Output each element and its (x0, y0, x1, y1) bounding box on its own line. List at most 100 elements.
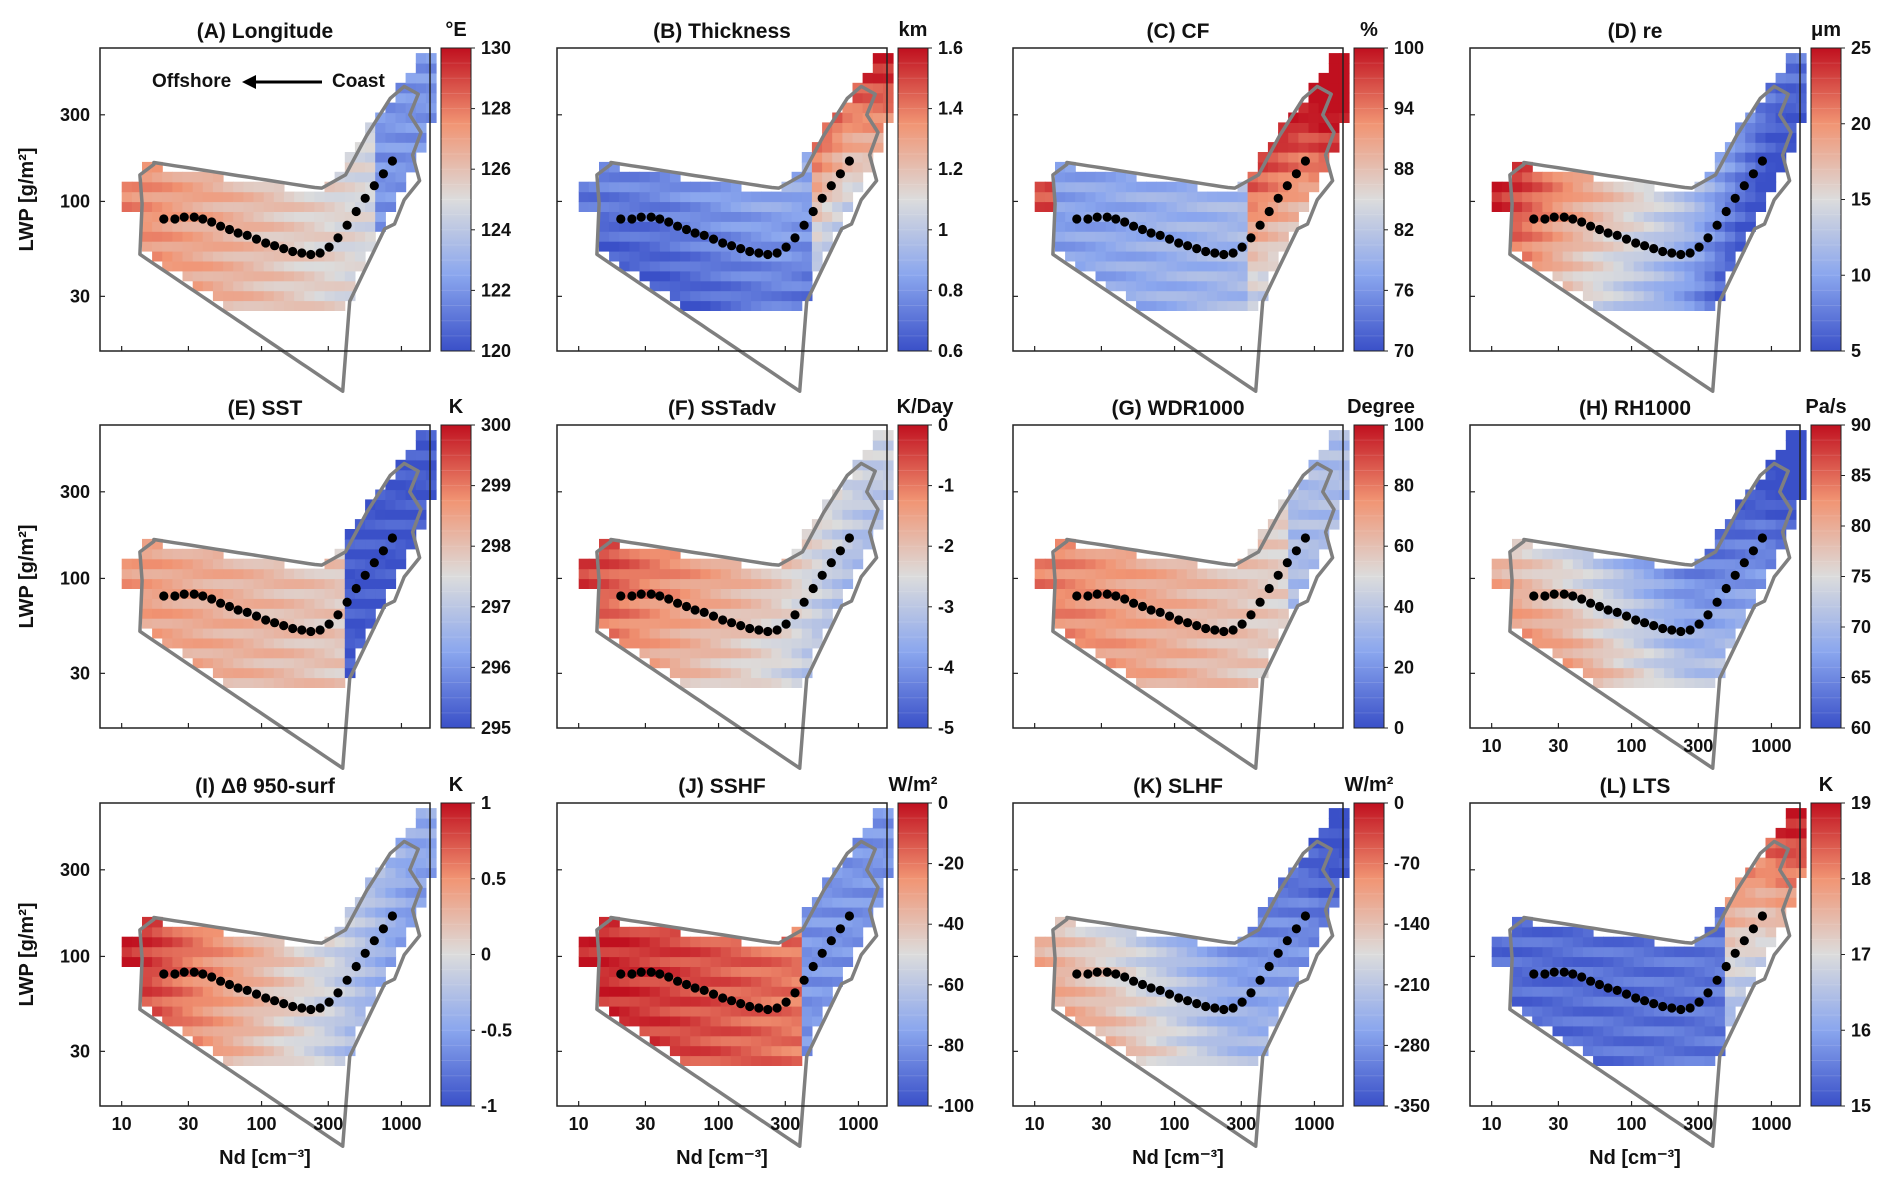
heatmap-cell (1684, 211, 1696, 222)
heatmap-cell (1603, 647, 1614, 659)
heatmap-cell (1196, 568, 1208, 580)
heatmap-cell (1257, 966, 1269, 977)
trajectory-point (360, 193, 370, 203)
heatmap-cell (1318, 519, 1330, 530)
heatmap-cell (1694, 1006, 1706, 1017)
heatmap-cell (1623, 578, 1635, 589)
trajectory-point (1237, 997, 1247, 1007)
heatmap-cell (1684, 946, 1696, 958)
heatmap-cell (1572, 231, 1584, 242)
heatmap-cell (740, 667, 752, 679)
trajectory-point (1072, 214, 1082, 224)
heatmap-cell (700, 677, 712, 688)
heatmap-cell (1623, 618, 1635, 629)
heatmap-cell (314, 667, 326, 679)
heatmap-cell (1247, 588, 1259, 599)
trajectory-point (1631, 238, 1641, 248)
heatmap-cell (243, 201, 255, 212)
heatmap-cell (852, 867, 864, 878)
heatmap-cell (832, 897, 843, 908)
heatmap-cell (1755, 102, 1767, 114)
heatmap-cell (1562, 558, 1574, 570)
heatmap-cell (1217, 986, 1228, 997)
heatmap-cell (1643, 221, 1655, 232)
heatmap-cell (1278, 519, 1289, 530)
heatmap-cell (354, 1015, 366, 1027)
trajectory-point (1192, 999, 1202, 1009)
heatmap-cell (1176, 598, 1188, 609)
heatmap-cell (1491, 201, 1503, 212)
heatmap-cell (1633, 578, 1645, 589)
heatmap-cell (1775, 529, 1787, 540)
heatmap-cell (801, 1006, 813, 1017)
heatmap-cell (1755, 936, 1767, 948)
heatmap-cell (619, 251, 630, 262)
heatmap-cell (1735, 588, 1746, 599)
heatmap-cell (1136, 1055, 1147, 1066)
heatmap-cell (1653, 647, 1665, 659)
heatmap-cell (294, 976, 305, 987)
heatmap-cell (405, 92, 417, 104)
heatmap-cell (720, 677, 732, 688)
heatmap-cell (1065, 618, 1076, 629)
heatmap-cell (1522, 926, 1533, 938)
heatmap-cell (791, 598, 803, 609)
heatmap-cell (304, 956, 315, 967)
heatmap-cell (1674, 231, 1685, 242)
heatmap-cell (263, 300, 275, 311)
heatmap-cell (1643, 201, 1655, 212)
heatmap-cell (720, 1006, 732, 1017)
heatmap-cell (791, 181, 803, 193)
heatmap-cell (344, 936, 356, 948)
heatmap-cell (781, 677, 793, 688)
heatmap-cell (1542, 260, 1554, 272)
heatmap-cell (1643, 270, 1655, 282)
heatmap-cell (1613, 260, 1625, 272)
heatmap-cell (1318, 469, 1330, 481)
trajectory-point (1721, 206, 1731, 217)
heatmap-cell (1146, 191, 1157, 203)
heatmap-cell (1136, 667, 1147, 679)
heatmap-cell (1643, 558, 1655, 570)
heatmap-cell (1735, 608, 1746, 619)
heatmap-cell (1044, 578, 1056, 589)
heatmap-cell (172, 251, 184, 262)
heatmap-cell (152, 946, 163, 958)
heatmap-cell (669, 996, 681, 1007)
heatmap-cell (791, 637, 803, 649)
trajectory-point (261, 615, 271, 625)
heatmap-cell (1227, 986, 1239, 997)
heatmap-cell (659, 976, 671, 987)
heatmap-cell (872, 132, 884, 143)
heatmap-cell (1633, 270, 1645, 282)
heatmap-cell (283, 976, 295, 987)
heatmap-cell (1603, 280, 1614, 292)
heatmap-cell (822, 598, 833, 609)
heatmap-cell (1237, 1015, 1249, 1027)
heatmap-cell (1075, 578, 1086, 589)
heatmap-cell (202, 647, 214, 659)
heatmap-cell (1166, 936, 1178, 948)
heatmap-cell (1684, 568, 1696, 580)
heatmap-cell (1115, 191, 1127, 203)
heatmap-cell (1532, 260, 1543, 272)
heatmap-cell (344, 628, 356, 639)
heatmap-cell (1288, 598, 1299, 609)
heatmap-cell (1674, 211, 1685, 222)
heatmap-cell (1308, 479, 1320, 491)
trajectory-point (1594, 224, 1605, 235)
heatmap-cell (263, 211, 275, 222)
heatmap-cell (609, 946, 620, 958)
heatmap-cell (1501, 578, 1513, 589)
heatmap-cell (324, 946, 336, 958)
heatmap-cell (1156, 1006, 1168, 1017)
heatmap-cell (629, 1015, 641, 1027)
heatmap-cell (304, 241, 315, 252)
heatmap-cell (730, 1006, 742, 1017)
heatmap-cell (1664, 647, 1675, 659)
heatmap-cell (192, 558, 204, 570)
heatmap-cell (1674, 1015, 1685, 1027)
heatmap-cell (365, 509, 376, 520)
heatmap-cell (1156, 290, 1168, 302)
